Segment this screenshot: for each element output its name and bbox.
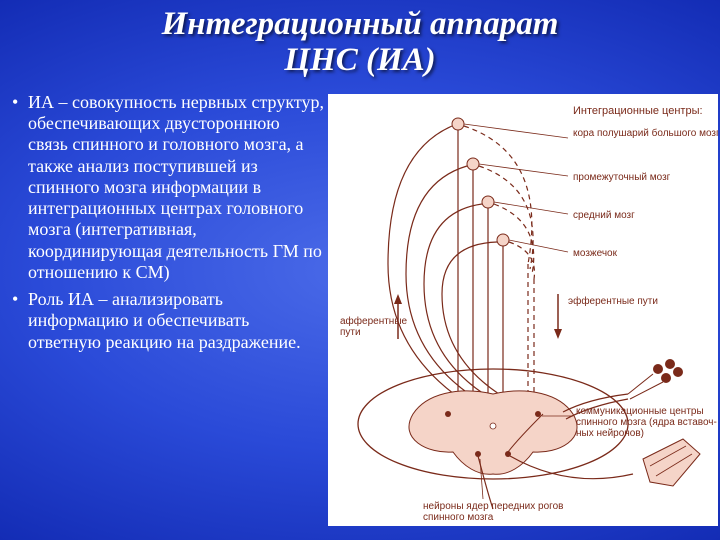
effector-icon (643, 439, 700, 486)
center-node (467, 158, 479, 170)
afferent-label: афферентные пути (340, 315, 410, 338)
leader-line (464, 124, 568, 138)
afferent-arcs (388, 126, 534, 394)
bullet-list: ИА – совокупность нервных структур, обес… (8, 92, 324, 353)
center-node (482, 196, 494, 208)
slide-body: ИА – совокупность нервных структур, обес… (0, 92, 720, 540)
text-column: ИА – совокупность нервных структур, обес… (0, 92, 328, 540)
diagram-header: Интеграционные центры: (573, 105, 703, 117)
spinal-cross-section (358, 369, 633, 509)
slide: Интеграционный аппарат ЦНС (ИА) ИА – сов… (0, 0, 720, 540)
receptor-icon (628, 359, 683, 399)
title-line-2: ЦНС (ИА) (284, 42, 435, 78)
leader-line (479, 164, 568, 176)
center-node (452, 118, 464, 130)
center-label: кора полушарий большого мозга (573, 127, 718, 139)
center-label: средний мозг (573, 210, 635, 221)
diagram: Интеграционные центры: кора полушарий бо… (328, 94, 718, 526)
slide-title: Интеграционный аппарат ЦНС (ИА) (0, 0, 720, 79)
motor-neurons-label: нейроны ядер передних рогов спинного моз… (423, 501, 566, 523)
afferent-label-group: афферентные пути (340, 294, 410, 339)
center-node (497, 234, 509, 246)
efferent-label-group: эфферентные пути (554, 294, 658, 339)
center-label: промежуточный мозг (573, 172, 671, 183)
title-line-1: Интеграционный аппарат (162, 6, 559, 42)
bullet-item: Роль ИА – анализировать информацию и обе… (8, 289, 324, 353)
diagram-svg: Интеграционные центры: кора полушарий бо… (328, 94, 718, 526)
bullet-item: ИА – совокупность нервных структур, обес… (8, 92, 324, 283)
efferent-label: эфферентные пути (568, 295, 658, 307)
comm-centers-label: коммуникационные центры спинного мозга (… (576, 406, 718, 439)
center-label: мозжечок (573, 248, 618, 259)
